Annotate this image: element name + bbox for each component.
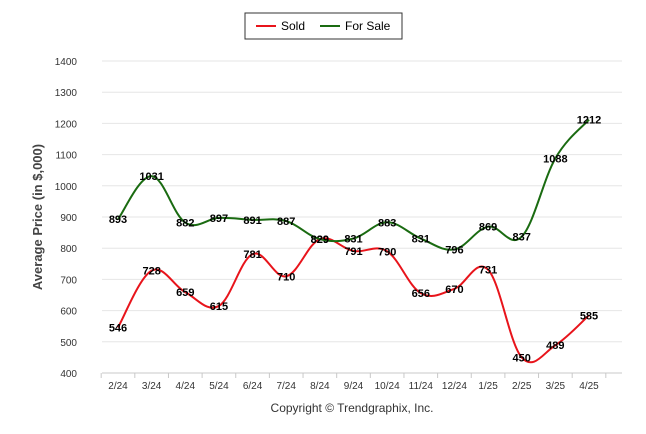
data-label-sold: 489 <box>546 340 564 352</box>
data-label-for-sale: 837 <box>513 232 531 244</box>
x-tick-label: 11/24 <box>409 381 434 392</box>
data-label-sold: 728 <box>142 266 160 278</box>
data-label-for-sale: 883 <box>378 217 396 229</box>
data-label-sold: 829 <box>311 234 329 246</box>
series-lines <box>117 118 590 364</box>
data-label-sold: 670 <box>445 284 463 296</box>
y-axis-ticks: 400 500 600 700 800 900 1000 1100 1200 1300 1400 <box>55 57 78 380</box>
data-labels: 546 728 659 615 781 710 829 791 790 656 670 731 450 4… <box>109 115 601 365</box>
data-label-sold: 450 <box>513 352 531 364</box>
data-label-for-sale: 796 <box>445 244 463 256</box>
data-label-for-sale: 891 <box>243 215 261 227</box>
x-tick-label: 3/25 <box>546 381 566 392</box>
legend: Sold For Sale <box>244 12 403 40</box>
y-tick-label: 1400 <box>55 57 78 68</box>
gridlines <box>102 60 622 374</box>
x-tick-label: 10/24 <box>375 381 400 392</box>
data-label-for-sale: 882 <box>176 218 194 230</box>
x-tick-label: 4/24 <box>176 381 196 392</box>
x-tick-label: 9/24 <box>344 381 364 392</box>
x-tick-label: 7/24 <box>276 381 296 392</box>
data-label-sold: 731 <box>479 265 497 277</box>
y-tick-label: 500 <box>60 338 77 349</box>
x-tick-label: 1/25 <box>478 381 498 392</box>
data-label-sold: 656 <box>412 288 430 300</box>
x-tick-label: 3/24 <box>142 381 162 392</box>
data-label-sold: 710 <box>277 271 295 283</box>
data-label-for-sale: 1088 <box>543 153 567 165</box>
data-label-for-sale: 869 <box>479 222 497 234</box>
x-tick-label: 2/24 <box>108 381 128 392</box>
x-tick-label: 5/24 <box>209 381 229 392</box>
data-label-sold: 781 <box>243 249 261 261</box>
y-tick-label: 700 <box>60 275 77 286</box>
data-label-for-sale: 897 <box>210 213 228 225</box>
copyright-footer: Copyright © Trendgraphix, Inc. <box>271 401 434 415</box>
data-label-for-sale: 1031 <box>139 171 163 183</box>
x-tick-label: 12/24 <box>442 381 467 392</box>
data-label-for-sale: 893 <box>109 214 127 226</box>
y-tick-label: 400 <box>60 369 77 380</box>
y-tick-label: 800 <box>60 244 77 255</box>
data-label-sold: 790 <box>378 246 396 258</box>
x-tick-label: 4/25 <box>579 381 599 392</box>
x-tick-label: 8/24 <box>310 381 330 392</box>
legend-label-sold: Sold <box>281 19 305 33</box>
y-tick-label: 1100 <box>55 151 77 162</box>
x-tick-label: 6/24 <box>243 381 263 392</box>
data-label-for-sale: 829 <box>311 234 329 246</box>
data-label-for-sale: 1212 <box>577 115 601 127</box>
data-label-for-sale: 831 <box>412 234 430 246</box>
y-tick-label: 600 <box>60 307 77 318</box>
data-label-for-sale: 831 <box>344 234 362 246</box>
data-label-sold: 546 <box>109 322 127 334</box>
data-label-for-sale: 887 <box>277 216 295 228</box>
legend-label-for-sale: For Sale <box>345 19 391 33</box>
data-label-sold: 791 <box>344 246 362 258</box>
y-tick-label: 1000 <box>55 182 78 193</box>
data-label-sold: 659 <box>176 287 194 299</box>
data-label-sold: 615 <box>210 301 228 313</box>
series-line-sold <box>117 237 590 364</box>
y-tick-label: 1300 <box>55 88 78 99</box>
y-tick-label: 900 <box>60 213 77 224</box>
series-line-for-sale <box>117 118 590 251</box>
data-label-sold: 585 <box>580 310 598 322</box>
x-tick-label: 2/25 <box>512 381 532 392</box>
y-tick-label: 1200 <box>55 119 78 130</box>
x-axis-ticks: 2/24 3/24 4/24 5/24 6/24 7/24 8/24 9/24 10/24 11/… <box>100 373 607 392</box>
y-axis-title: Average Price (in $,000) <box>30 144 45 290</box>
